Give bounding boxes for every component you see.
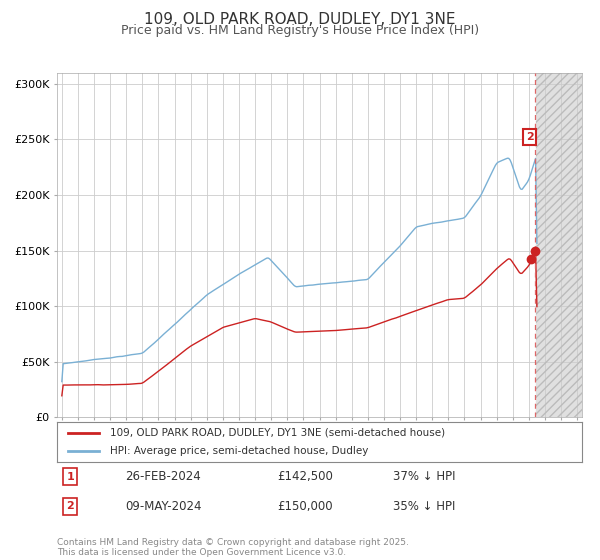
Text: 35% ↓ HPI: 35% ↓ HPI [393, 500, 455, 513]
Text: 26-FEB-2024: 26-FEB-2024 [125, 470, 201, 483]
Bar [536, 73, 582, 417]
Text: £142,500: £142,500 [277, 470, 334, 483]
Bar [536, 73, 582, 417]
Text: £150,000: £150,000 [277, 500, 333, 513]
Text: Contains HM Land Registry data © Crown copyright and database right 2025.
This d: Contains HM Land Registry data © Crown c… [57, 538, 409, 557]
Text: 09-MAY-2024: 09-MAY-2024 [125, 500, 202, 513]
Text: 2: 2 [66, 501, 74, 511]
Text: Price paid vs. HM Land Registry's House Price Index (HPI): Price paid vs. HM Land Registry's House … [121, 24, 479, 36]
Text: 109, OLD PARK ROAD, DUDLEY, DY1 3NE (semi-detached house): 109, OLD PARK ROAD, DUDLEY, DY1 3NE (sem… [110, 428, 445, 438]
Text: HPI: Average price, semi-detached house, Dudley: HPI: Average price, semi-detached house,… [110, 446, 368, 456]
Text: 37% ↓ HPI: 37% ↓ HPI [393, 470, 455, 483]
Text: 109, OLD PARK ROAD, DUDLEY, DY1 3NE: 109, OLD PARK ROAD, DUDLEY, DY1 3NE [144, 12, 456, 27]
Text: 1: 1 [66, 472, 74, 482]
Text: 2: 2 [526, 132, 533, 142]
